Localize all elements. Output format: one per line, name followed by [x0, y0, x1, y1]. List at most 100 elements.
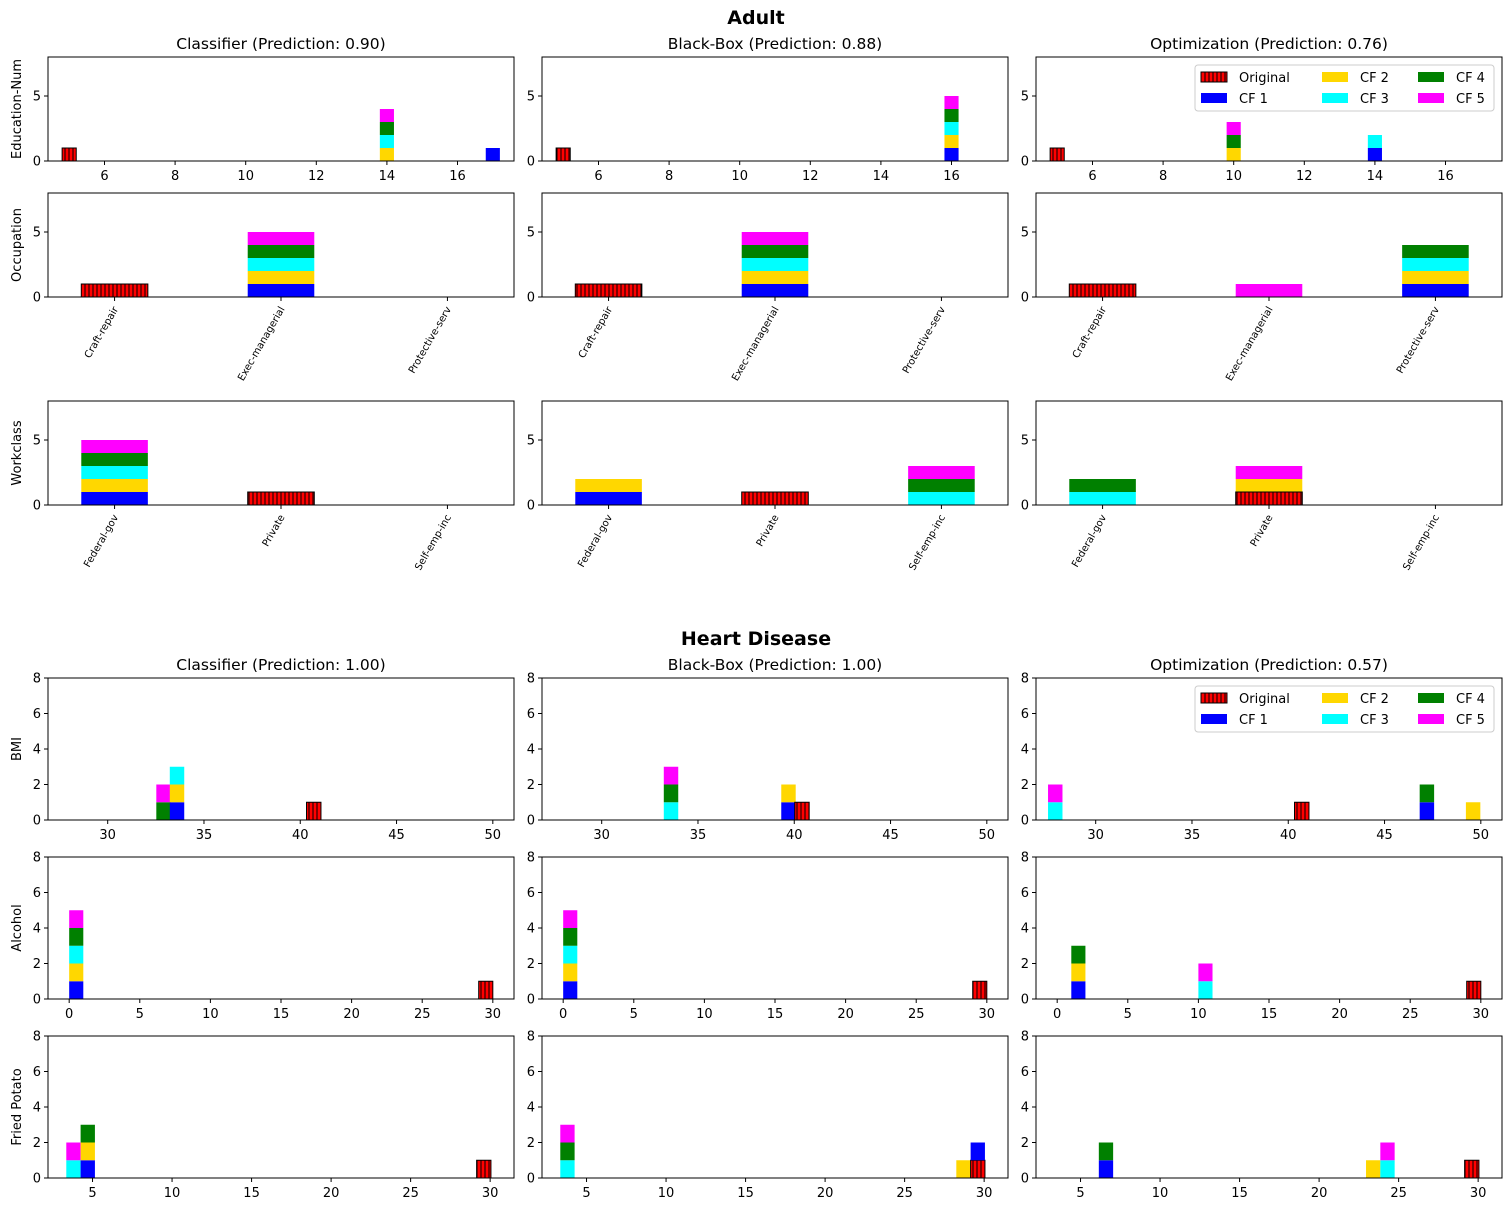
- bar-original: [1235, 491, 1303, 506]
- y-tick-label: 4: [33, 743, 41, 758]
- x-tick-label: 20: [817, 1186, 834, 1201]
- bar-cf5: [379, 109, 394, 122]
- y-tick-label: 0: [1021, 993, 1029, 1008]
- y-axis-label: Occupation: [10, 208, 25, 282]
- x-tick-label: 5: [582, 1186, 590, 1201]
- bar-cf2: [575, 479, 642, 492]
- subplot-14: 0 2 4 6 8 0 5 10 15 20 25 30: [1021, 851, 1503, 1022]
- bar-original: [972, 980, 988, 1000]
- category-tick-label: Exec-managerial: [236, 305, 287, 383]
- y-axis-label: BMI: [10, 737, 25, 761]
- subplot-title: Optimization (Prediction: 0.57): [1150, 656, 1388, 674]
- bar-cf3: [66, 1160, 81, 1178]
- y-tick-label: 6: [33, 707, 41, 722]
- y-tick-label: 0: [1021, 1172, 1029, 1187]
- bar-cf2: [944, 135, 959, 148]
- bar-cf2: [169, 784, 185, 803]
- x-tick-label: 12: [1296, 169, 1313, 184]
- bar-original: [970, 1159, 986, 1179]
- bar-original: [478, 980, 494, 1000]
- bar-cf3: [560, 1160, 575, 1178]
- bar-cf3: [81, 466, 148, 479]
- bar-cf1: [563, 981, 578, 999]
- category-tick-label: Exec-managerial: [1224, 305, 1275, 383]
- bar-original: [80, 283, 149, 298]
- x-tick-label: 10: [1190, 1007, 1207, 1022]
- y-tick-label: 0: [1021, 499, 1029, 514]
- y-tick-label: 5: [1021, 434, 1029, 449]
- bar-original: [247, 491, 315, 506]
- y-tick-label: 2: [1021, 957, 1029, 972]
- y-tick-label: 0: [1021, 155, 1029, 170]
- bar-cf3: [379, 135, 394, 148]
- bar-cf3: [908, 492, 975, 505]
- y-tick-label: 6: [33, 1065, 41, 1080]
- bar-cf4: [69, 928, 84, 946]
- bar-cf2: [1366, 1160, 1381, 1178]
- y-tick-label: 0: [33, 814, 41, 829]
- legend-label: Original: [1239, 71, 1290, 86]
- x-tick-label: 12: [802, 169, 819, 184]
- y-tick-label: 2: [527, 957, 535, 972]
- subplot-7: 0 5 Federal-gov Private Self-emp-inc: [527, 400, 1009, 572]
- x-tick-label: 35: [690, 828, 707, 843]
- bar-cf5: [1380, 1142, 1395, 1161]
- x-tick-label: 15: [243, 1186, 260, 1201]
- legend-label: Original: [1239, 692, 1290, 707]
- x-tick-label: 50: [1473, 828, 1490, 843]
- bar-cf5: [69, 910, 84, 928]
- x-tick-label: 15: [1231, 1186, 1248, 1201]
- x-tick-label: 5: [88, 1186, 96, 1201]
- bar-cf2: [81, 479, 148, 492]
- bar-cf2: [247, 271, 315, 284]
- legend-swatch: [1418, 72, 1444, 82]
- x-tick-label: 6: [100, 169, 108, 184]
- x-tick-label: 30: [485, 1007, 502, 1022]
- x-tick-label: 0: [559, 1007, 567, 1022]
- bar-cf5: [1226, 122, 1241, 135]
- bar-cf1: [1402, 284, 1469, 297]
- y-tick-label: 4: [527, 922, 535, 937]
- x-tick-label: 15: [767, 1007, 784, 1022]
- category-tick-label: Self-emp-inc: [413, 513, 454, 572]
- bar-cf5: [1235, 284, 1303, 297]
- bar-cf1: [970, 1142, 985, 1161]
- bar-cf1: [247, 284, 315, 297]
- bar-cf4: [247, 245, 315, 258]
- axes-frame: [541, 1035, 1009, 1179]
- y-axis-label: Workclass: [10, 420, 25, 485]
- subplot-2: 0 5 6 8 10 12 14 16 Optimization (Prediction: 0.…: [1021, 35, 1503, 184]
- legend-label: CF 3: [1360, 713, 1389, 728]
- heart-disease-group-title: Heart Disease: [681, 628, 831, 650]
- legend-label: CF 2: [1360, 692, 1389, 707]
- y-tick-label: 5: [527, 226, 535, 241]
- y-tick-label: 4: [1021, 1101, 1029, 1116]
- bar-cf5: [66, 1142, 81, 1161]
- y-tick-label: 2: [1021, 1136, 1029, 1151]
- subplot-title: Optimization (Prediction: 0.76): [1150, 35, 1388, 53]
- x-tick-label: 8: [171, 169, 179, 184]
- y-tick-label: 5: [33, 226, 41, 241]
- bar-cf4: [1226, 135, 1241, 148]
- category-tick-label: Craft-repair: [1071, 304, 1110, 360]
- bar-cf5: [1048, 784, 1063, 803]
- y-tick-label: 8: [1021, 851, 1029, 866]
- category-tick-label: Protective-serv: [901, 305, 948, 376]
- bar-original: [574, 283, 643, 298]
- bar-original: [555, 147, 571, 162]
- legend-swatch: [1418, 93, 1444, 103]
- x-tick-label: 40: [292, 828, 309, 843]
- y-tick-label: 6: [527, 707, 535, 722]
- axes-frame: [541, 56, 1009, 162]
- bar-cf2: [1226, 148, 1241, 161]
- bar-original: [1294, 801, 1310, 821]
- y-tick-label: 2: [33, 957, 41, 972]
- y-tick-label: 4: [527, 1101, 535, 1116]
- y-tick-label: 8: [33, 1030, 41, 1045]
- y-tick-label: 4: [1021, 922, 1029, 937]
- category-tick-label: Self-emp-inc: [907, 513, 948, 572]
- x-tick-label: 35: [196, 828, 213, 843]
- bar-cf3: [1198, 981, 1213, 999]
- subplot-4: 0 5 Craft-repair Exec-managerial Protective-…: [527, 192, 1009, 383]
- y-tick-label: 0: [33, 993, 41, 1008]
